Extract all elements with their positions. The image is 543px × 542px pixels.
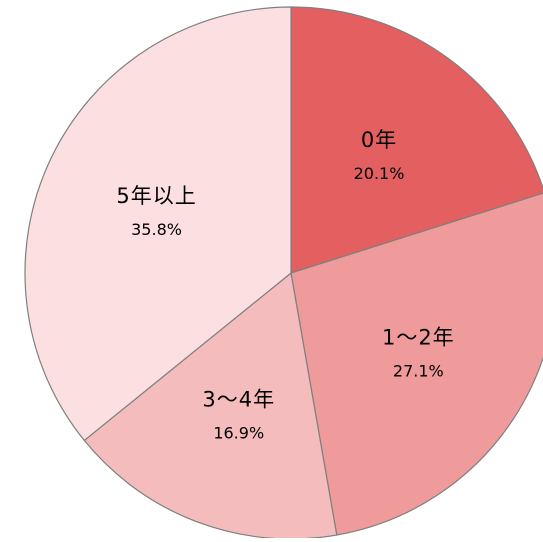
slice-label-3: 5年以上 <box>116 184 196 208</box>
slice-label-0: 0年 <box>361 128 397 152</box>
pie-slice-0 <box>290 6 543 274</box>
slice-percent-1: 27.1% <box>393 361 444 380</box>
slice-label-1: 1～2年 <box>382 325 455 349</box>
slice-percent-3: 35.8% <box>131 220 182 239</box>
slice-percent-2: 16.9% <box>213 423 264 442</box>
slice-percent-0: 20.1% <box>354 164 405 183</box>
pie-slice-3 <box>24 6 292 442</box>
slice-label-2: 3～4年 <box>202 387 275 411</box>
pie-slice-1 <box>290 192 543 536</box>
